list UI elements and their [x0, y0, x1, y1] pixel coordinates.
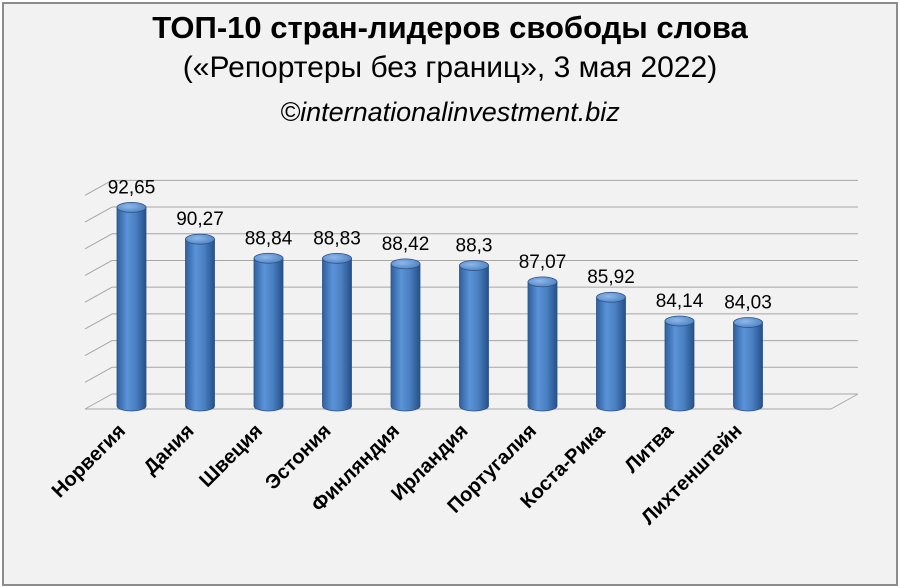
chart-title-block: ТОП-10 стран-лидеров свободы слова («Реп… — [0, 8, 900, 132]
bar — [322, 252, 352, 412]
bar — [390, 258, 421, 412]
value-label: 84,14 — [656, 291, 704, 312]
category-label: Литва — [621, 419, 679, 477]
value-label: 92,65 — [108, 177, 156, 198]
value-label: 87,07 — [519, 252, 567, 273]
bar — [185, 233, 215, 412]
value-label: 84,03 — [724, 292, 772, 313]
bar — [116, 201, 147, 412]
value-label: 88,84 — [245, 228, 293, 249]
chart-subtitle: («Репортеры без границ», 3 мая 2022) — [182, 51, 718, 84]
bar — [596, 291, 626, 412]
bar — [253, 252, 284, 412]
value-label: 85,92 — [587, 267, 635, 288]
category-labels: Норвегия ДанияШвецияЭстонияФинляндияИрлан… — [48, 419, 747, 529]
bar — [664, 315, 695, 412]
chart-title: ТОП-10 стран-лидеров свободы слова — [152, 10, 748, 45]
gridline — [84, 233, 858, 250]
value-label: 88,3 — [456, 235, 493, 256]
chart-source: ©internationalinvestment.biz — [280, 97, 620, 127]
bars — [116, 201, 763, 412]
gridline — [84, 259, 858, 276]
value-labels: 92,65 90,27 88,84 88,83 88,42 88,3 87,07 85,92 8… — [108, 177, 772, 313]
bar — [733, 317, 763, 412]
bar — [527, 276, 558, 412]
gridline — [84, 206, 858, 223]
category-label: Норвегия — [48, 420, 130, 502]
value-label: 88,42 — [382, 234, 430, 255]
bar — [459, 260, 489, 412]
value-label: 90,27 — [176, 209, 224, 230]
category-label: Дания — [140, 420, 199, 479]
gridline — [84, 179, 858, 196]
category-label: Швеция — [195, 420, 267, 492]
value-label: 88,83 — [313, 228, 361, 249]
